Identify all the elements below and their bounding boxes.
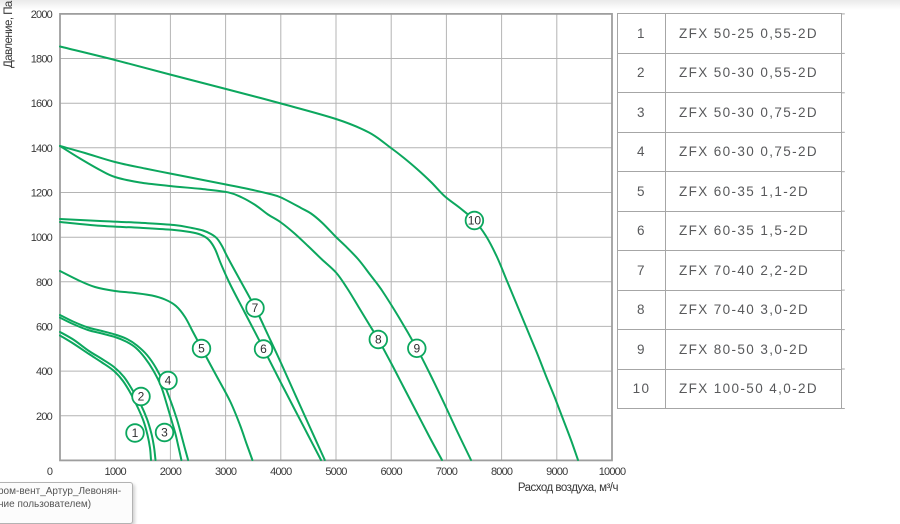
- svg-text:6000: 6000: [381, 466, 403, 478]
- svg-text:400: 400: [36, 366, 53, 378]
- svg-text:4000: 4000: [270, 466, 292, 478]
- svg-text:Расход воздуха, м³/ч: Расход воздуха, м³/ч: [518, 482, 619, 494]
- svg-text:9000: 9000: [546, 466, 568, 478]
- svg-text:8: 8: [375, 333, 382, 347]
- svg-text:2000: 2000: [160, 466, 182, 478]
- svg-text:1000: 1000: [105, 466, 127, 478]
- svg-text:3: 3: [161, 426, 168, 440]
- svg-text:0: 0: [47, 466, 53, 478]
- svg-text:8000: 8000: [491, 466, 513, 478]
- svg-text:800: 800: [36, 277, 53, 289]
- svg-text:3000: 3000: [215, 466, 237, 478]
- svg-text:2000: 2000: [31, 9, 53, 21]
- svg-text:9: 9: [413, 342, 420, 356]
- svg-text:600: 600: [36, 321, 53, 333]
- svg-text:2: 2: [138, 390, 145, 404]
- svg-text:Давление, Па: Давление, Па: [3, 0, 15, 68]
- svg-text:1600: 1600: [31, 98, 53, 110]
- svg-text:1000: 1000: [31, 232, 53, 244]
- svg-text:6: 6: [260, 342, 267, 356]
- svg-text:200: 200: [36, 411, 53, 423]
- svg-text:1200: 1200: [31, 188, 53, 200]
- svg-text:7000: 7000: [436, 466, 458, 478]
- svg-text:10: 10: [468, 214, 482, 228]
- svg-text:1800: 1800: [31, 54, 53, 66]
- svg-text:4: 4: [165, 374, 172, 388]
- svg-text:10000: 10000: [599, 466, 626, 478]
- svg-text:5000: 5000: [325, 466, 347, 478]
- svg-text:7: 7: [252, 301, 259, 315]
- svg-text:1400: 1400: [31, 143, 53, 155]
- svg-text:5: 5: [198, 342, 205, 356]
- svg-text:1: 1: [132, 426, 139, 440]
